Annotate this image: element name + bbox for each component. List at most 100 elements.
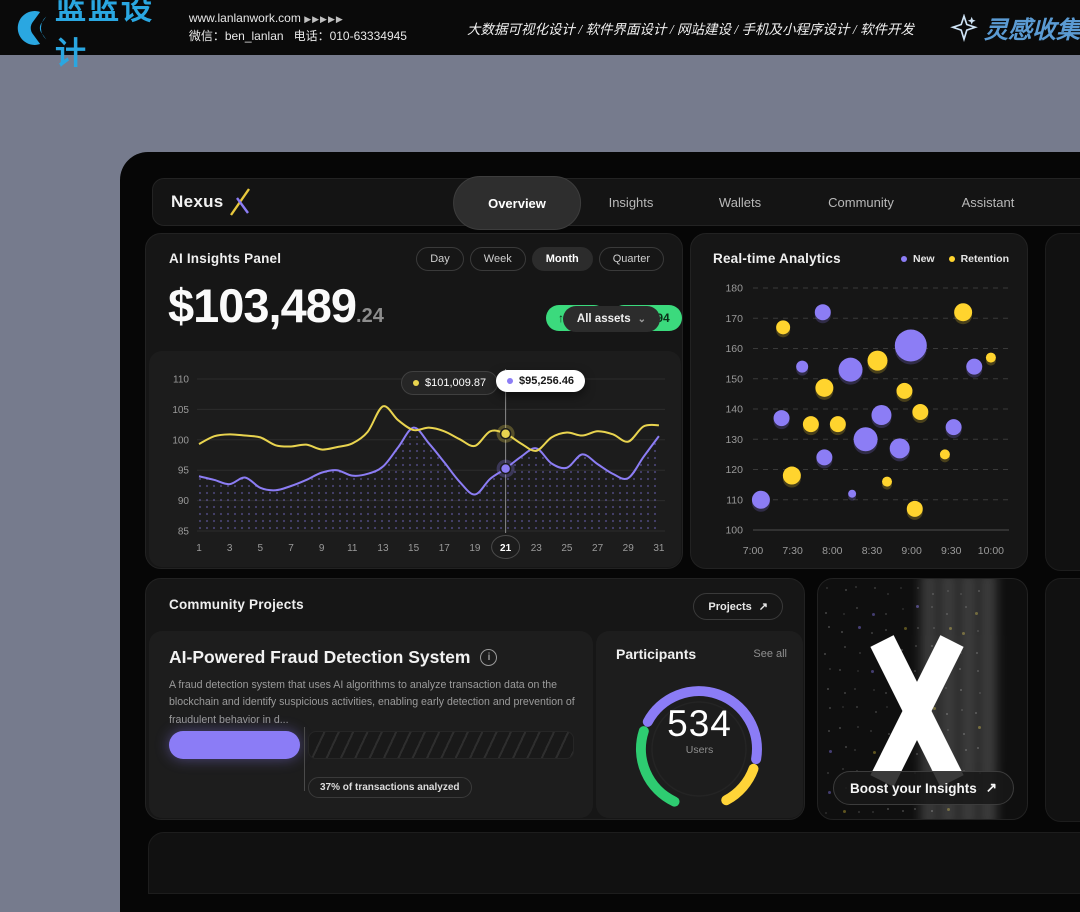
svg-text:85: 85 <box>178 527 190 538</box>
project-card[interactable]: AI-Powered Fraud Detection System i A fr… <box>149 631 593 818</box>
community-title: Community Projects <box>169 597 304 612</box>
arrow-up-right-icon: ↗ <box>758 601 768 613</box>
progress-remaining <box>308 731 574 759</box>
insights-line-chart[interactable]: 110 105 100 95 90 85 1 3 5 7 9 11 13 15 17 19 21 23 25 27 29… <box>149 351 681 567</box>
lanlan-logo-icon <box>17 10 47 45</box>
see-all-link[interactable]: See all <box>753 648 787 660</box>
svg-text:27: 27 <box>592 543 604 554</box>
promo-banner: 蓝蓝设计 www.lanlanwork.com ▶▶▶▶▶ 微信：ben_lan… <box>0 0 1080 71</box>
legend-retention: Retention <box>948 253 1009 265</box>
inspiration-collect[interactable]: 灵感收集 <box>950 10 1080 45</box>
projects-button[interactable]: Projects ↗ <box>693 593 783 620</box>
participants-gauge <box>635 686 762 807</box>
phone: 电话：010-63334945 <box>293 29 407 43</box>
svg-text:110: 110 <box>726 494 743 506</box>
clipped-panel-bottom-right <box>1045 578 1080 822</box>
nav-tab-assistant[interactable]: Assistant <box>961 194 1015 210</box>
yellow-dot-icon <box>413 380 419 386</box>
period-quarter[interactable]: Quarter <box>598 247 664 271</box>
nav-tab-overview[interactable]: Overview <box>453 176 581 230</box>
participants-count: 534 <box>667 703 732 744</box>
svg-text:8:30: 8:30 <box>862 545 883 557</box>
svg-text:180: 180 <box>725 283 743 295</box>
progress-divider <box>304 727 305 791</box>
svg-text:3: 3 <box>227 543 233 554</box>
project-description: A fraud detection system that uses AI al… <box>169 679 575 726</box>
gauge-segment-purple <box>642 686 762 765</box>
svg-text:9: 9 <box>319 543 325 554</box>
arrows-decoration: ▶▶▶▶▶ <box>304 14 344 24</box>
site-url[interactable]: www.lanlanwork.com <box>188 11 301 25</box>
star-icon <box>950 13 978 42</box>
services-list: 大数据可视化设计 / 软件界面设计 / 网站建设 / 手机及小程序设计 / 软件… <box>466 21 914 37</box>
lanlan-logo[interactable]: 蓝蓝设计 <box>8 0 173 73</box>
project-title: AI-Powered Fraud Detection System i <box>169 647 498 668</box>
realtime-analytics-panel: Real-time Analytics New Retention 180 170 1… <box>690 233 1028 569</box>
insights-title: AI Insights Panel <box>169 251 282 266</box>
svg-text:100: 100 <box>725 525 743 537</box>
participants-title: Participants <box>616 646 697 662</box>
tooltip-secondary: $95,256.46 <box>496 370 586 392</box>
top-navbar: Nexus Overview Insights Wallets Community As… <box>152 176 1080 230</box>
svg-text:21: 21 <box>500 543 512 554</box>
svg-text:17: 17 <box>439 543 451 554</box>
period-month[interactable]: Month <box>531 247 593 271</box>
boost-button-label: Boost your Insights <box>850 780 977 796</box>
progress-fill <box>169 731 301 759</box>
svg-text:9:00: 9:00 <box>901 545 922 557</box>
gauge-segment-yellow <box>721 763 759 806</box>
svg-text:23: 23 <box>531 543 543 554</box>
gauge-segment-green <box>635 726 680 807</box>
nav-tab-wallets[interactable]: Wallets <box>718 194 762 210</box>
svg-text:13: 13 <box>377 543 389 554</box>
ai-insights-panel: AI Insights Panel Day Week Month Quarter $1… <box>145 233 683 569</box>
clipped-panel-top-right <box>1045 233 1080 571</box>
participants-card: Participants See all 534 Users <box>596 631 803 818</box>
svg-text:19: 19 <box>469 543 481 554</box>
svg-text:7:30: 7:30 <box>782 545 803 557</box>
legend-dot-icon <box>900 256 907 262</box>
svg-text:95: 95 <box>178 466 190 477</box>
svg-text:130: 130 <box>725 434 743 446</box>
svg-text:9:30: 9:30 <box>941 545 962 557</box>
assets-dropdown[interactable]: All assets ⌄ <box>562 306 660 332</box>
realtime-legend: New Retention <box>900 253 1009 265</box>
tooltip-primary-value: $101,009.87 <box>425 377 487 389</box>
balance-decimal: .24 <box>356 305 384 327</box>
svg-text:8:00: 8:00 <box>822 545 843 557</box>
period-day[interactable]: Day <box>416 247 464 271</box>
svg-text:15: 15 <box>408 543 420 554</box>
svg-text:29: 29 <box>623 543 635 554</box>
svg-text:7: 7 <box>288 543 294 554</box>
participants-unit: Users <box>685 744 714 756</box>
nav-tab-insights[interactable]: Insights <box>608 194 654 210</box>
svg-text:160: 160 <box>725 343 743 355</box>
nav-tab-community[interactable]: Community <box>828 194 894 210</box>
svg-text:10:00: 10:00 <box>978 545 1004 557</box>
legend-dot-icon <box>948 256 955 262</box>
info-icon[interactable]: i <box>480 649 498 666</box>
svg-text:110: 110 <box>173 375 189 386</box>
collect-label: 灵感收集 <box>984 18 1080 44</box>
svg-text:31: 31 <box>653 543 665 554</box>
purple-dot-icon <box>507 378 513 384</box>
nexus-logo[interactable]: Nexus <box>171 179 252 225</box>
tooltip-secondary-value: $95,256.46 <box>519 375 575 387</box>
balance-main: $103,489 <box>168 279 357 332</box>
boost-button[interactable]: Boost your Insights ↗ <box>833 771 1015 805</box>
contact-block: www.lanlanwork.com ▶▶▶▶▶ 微信：ben_lanlan 电… <box>189 10 407 45</box>
project-title-text: AI-Powered Fraud Detection System <box>169 647 471 667</box>
brand-name: 蓝蓝设计 <box>55 0 155 71</box>
progress-bar: 37% of transactions analyzed <box>169 727 574 801</box>
svg-text:100: 100 <box>172 435 189 446</box>
svg-text:90: 90 <box>178 496 190 507</box>
dashboard-window: Nexus Overview Insights Wallets Community As… <box>120 152 1080 912</box>
period-week[interactable]: Week <box>469 247 526 271</box>
svg-text:170: 170 <box>725 313 743 325</box>
wechat: 微信：ben_lanlan <box>188 29 284 43</box>
nexus-logo-x-icon <box>229 188 250 216</box>
svg-text:25: 25 <box>561 543 573 554</box>
boost-insights-card[interactable]: Boost your Insights ↗ <box>817 578 1028 820</box>
period-switcher: Day Week Month Quarter <box>416 247 664 271</box>
